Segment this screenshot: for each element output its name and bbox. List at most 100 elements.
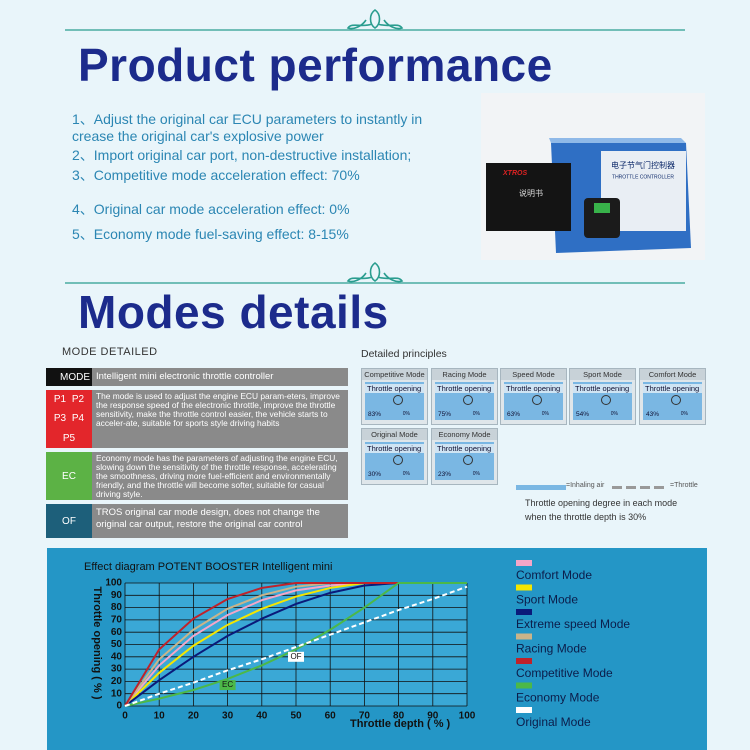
legend-label: Competitive Mode — [516, 666, 613, 680]
y-tick-label: 60 — [111, 627, 123, 638]
panel-name: Speed Mode — [501, 369, 566, 380]
dial — [532, 395, 542, 405]
mode-desc: The mode is used to adjust the engine EC… — [92, 390, 348, 448]
y-tick-label: 70 — [111, 615, 123, 626]
gauge-min: 0% — [541, 411, 549, 417]
legend-swatch — [516, 633, 532, 640]
x-tick-label: 20 — [188, 711, 200, 722]
series-line — [124, 585, 468, 707]
principles-title: Detailed principles — [361, 348, 447, 360]
panel-name: Original Mode — [362, 429, 427, 440]
gauge-min: 0% — [610, 411, 618, 417]
caption: Throttle opening degree in each mode — [525, 498, 678, 508]
label-text: P3 — [53, 413, 67, 425]
legend-swatch — [612, 486, 668, 489]
legend-label: Original Mode — [516, 715, 591, 729]
legend-label: Extreme speed Mode — [516, 617, 630, 631]
x-tick-label: 80 — [393, 711, 405, 722]
gauge-label: Throttle opening — [504, 384, 563, 393]
x-tick-label: 100 — [459, 711, 476, 722]
section-title: Product performance — [78, 39, 553, 91]
legend-label: Racing Mode — [516, 642, 587, 656]
series-line — [124, 582, 467, 707]
manual: 说明书 — [519, 188, 543, 198]
y-tick-label: 50 — [111, 639, 123, 650]
dial — [463, 455, 473, 465]
label-text: P5 — [62, 432, 76, 444]
x-tick-label: 10 — [154, 711, 166, 722]
gauge-value: 75% — [438, 411, 452, 418]
y-tick-label: 10 — [111, 688, 123, 699]
ornaments — [65, 9, 685, 284]
caption: when the throttle depth is 30% — [525, 512, 647, 522]
table-title: MODE DETAILED — [62, 346, 158, 358]
gauge: Throttle opening 30% 0% — [365, 442, 424, 480]
legend-label: Comfort Mode — [516, 568, 592, 582]
dial — [393, 395, 403, 405]
annotation: EC — [222, 680, 233, 689]
legend-swatch — [516, 609, 532, 615]
gauge-value: 83% — [368, 411, 382, 418]
mode-panel: Sport Mode Throttle opening 54% 0% — [569, 368, 636, 425]
legend-swatch — [516, 707, 532, 713]
x-tick-label: 0 — [122, 711, 128, 722]
legend-text: =Inhaling air — [566, 482, 605, 489]
panel-name: Economy Mode — [432, 429, 497, 440]
y-tick-label: 0 — [116, 701, 122, 712]
y-tick-label: 100 — [105, 578, 122, 589]
legend-swatch — [516, 584, 532, 591]
x-tick-label: 30 — [222, 711, 234, 722]
gauge-label: Throttle opening — [435, 384, 494, 393]
gauge-label: Throttle opening — [365, 384, 424, 393]
gauge-value: 54% — [576, 411, 590, 418]
label-text: P2 — [71, 394, 85, 406]
mode-desc: TROS original car mode design, does not … — [92, 504, 348, 538]
dial — [393, 455, 403, 465]
panel-name: Comfort Mode — [640, 369, 705, 380]
mode-label: OF — [46, 504, 92, 538]
gauge-value: 43% — [646, 411, 660, 418]
y-tick-label: 30 — [111, 664, 123, 675]
y-tick-label: 80 — [111, 602, 123, 613]
mode-panel: Comfort Mode Throttle opening 43% 0% — [639, 368, 706, 425]
y-tick-label: 90 — [111, 590, 123, 601]
gauge-label: Throttle opening — [435, 444, 494, 453]
panel-name: Competitive Mode — [362, 369, 427, 380]
x-tick-label: 90 — [427, 711, 439, 722]
legend-label: Sport Mode — [516, 593, 578, 607]
label-text: P4 — [71, 413, 85, 425]
y-tick-label: 40 — [111, 651, 123, 662]
legend-label: Economy Mode — [516, 691, 600, 705]
label-text: P1 — [53, 394, 67, 406]
feature: 3、Competitive mode acceleration effect: … — [72, 167, 360, 183]
y-axis-title: Throttle opening ( % ) — [91, 586, 103, 699]
label-text: OF — [62, 515, 76, 527]
gauge-min: 0% — [680, 411, 688, 417]
dial — [601, 395, 611, 405]
dial — [463, 395, 473, 405]
dial — [671, 395, 681, 405]
feature: 5、Economy mode fuel-saving effect: 8-15% — [72, 226, 349, 242]
x-tick-label: 40 — [256, 711, 268, 722]
chart-title: Effect diagram POTENT BOOSTER Intelligen… — [84, 561, 332, 573]
legend-swatch — [516, 682, 532, 689]
label-text: MODE — [60, 371, 90, 383]
feature: 1、Adjust the original car ECU parameters… — [72, 111, 423, 144]
section-title: Modes details — [78, 286, 389, 338]
annotation-box — [219, 680, 236, 691]
legend-swatch — [516, 658, 532, 664]
gauge-label: Throttle opening — [573, 384, 632, 393]
legend-swatch — [516, 560, 532, 566]
gauge-label: Throttle opening — [365, 444, 424, 453]
gauge-min: 0% — [402, 411, 410, 417]
x-tick-label: 50 — [290, 711, 302, 722]
mode-panel: Original Mode Throttle opening 30% 0% — [361, 428, 428, 485]
box-subtitle: THROTTLE CONTROLLER — [612, 174, 674, 180]
panel-name: Sport Mode — [570, 369, 635, 380]
y-tick-label: 20 — [111, 676, 123, 687]
gauge-value: 30% — [368, 471, 382, 478]
gauge-label: Throttle opening — [643, 384, 702, 393]
mode-label: P1 P2 P3 P4 P5 — [46, 390, 92, 448]
annotation: OF — [290, 652, 301, 661]
